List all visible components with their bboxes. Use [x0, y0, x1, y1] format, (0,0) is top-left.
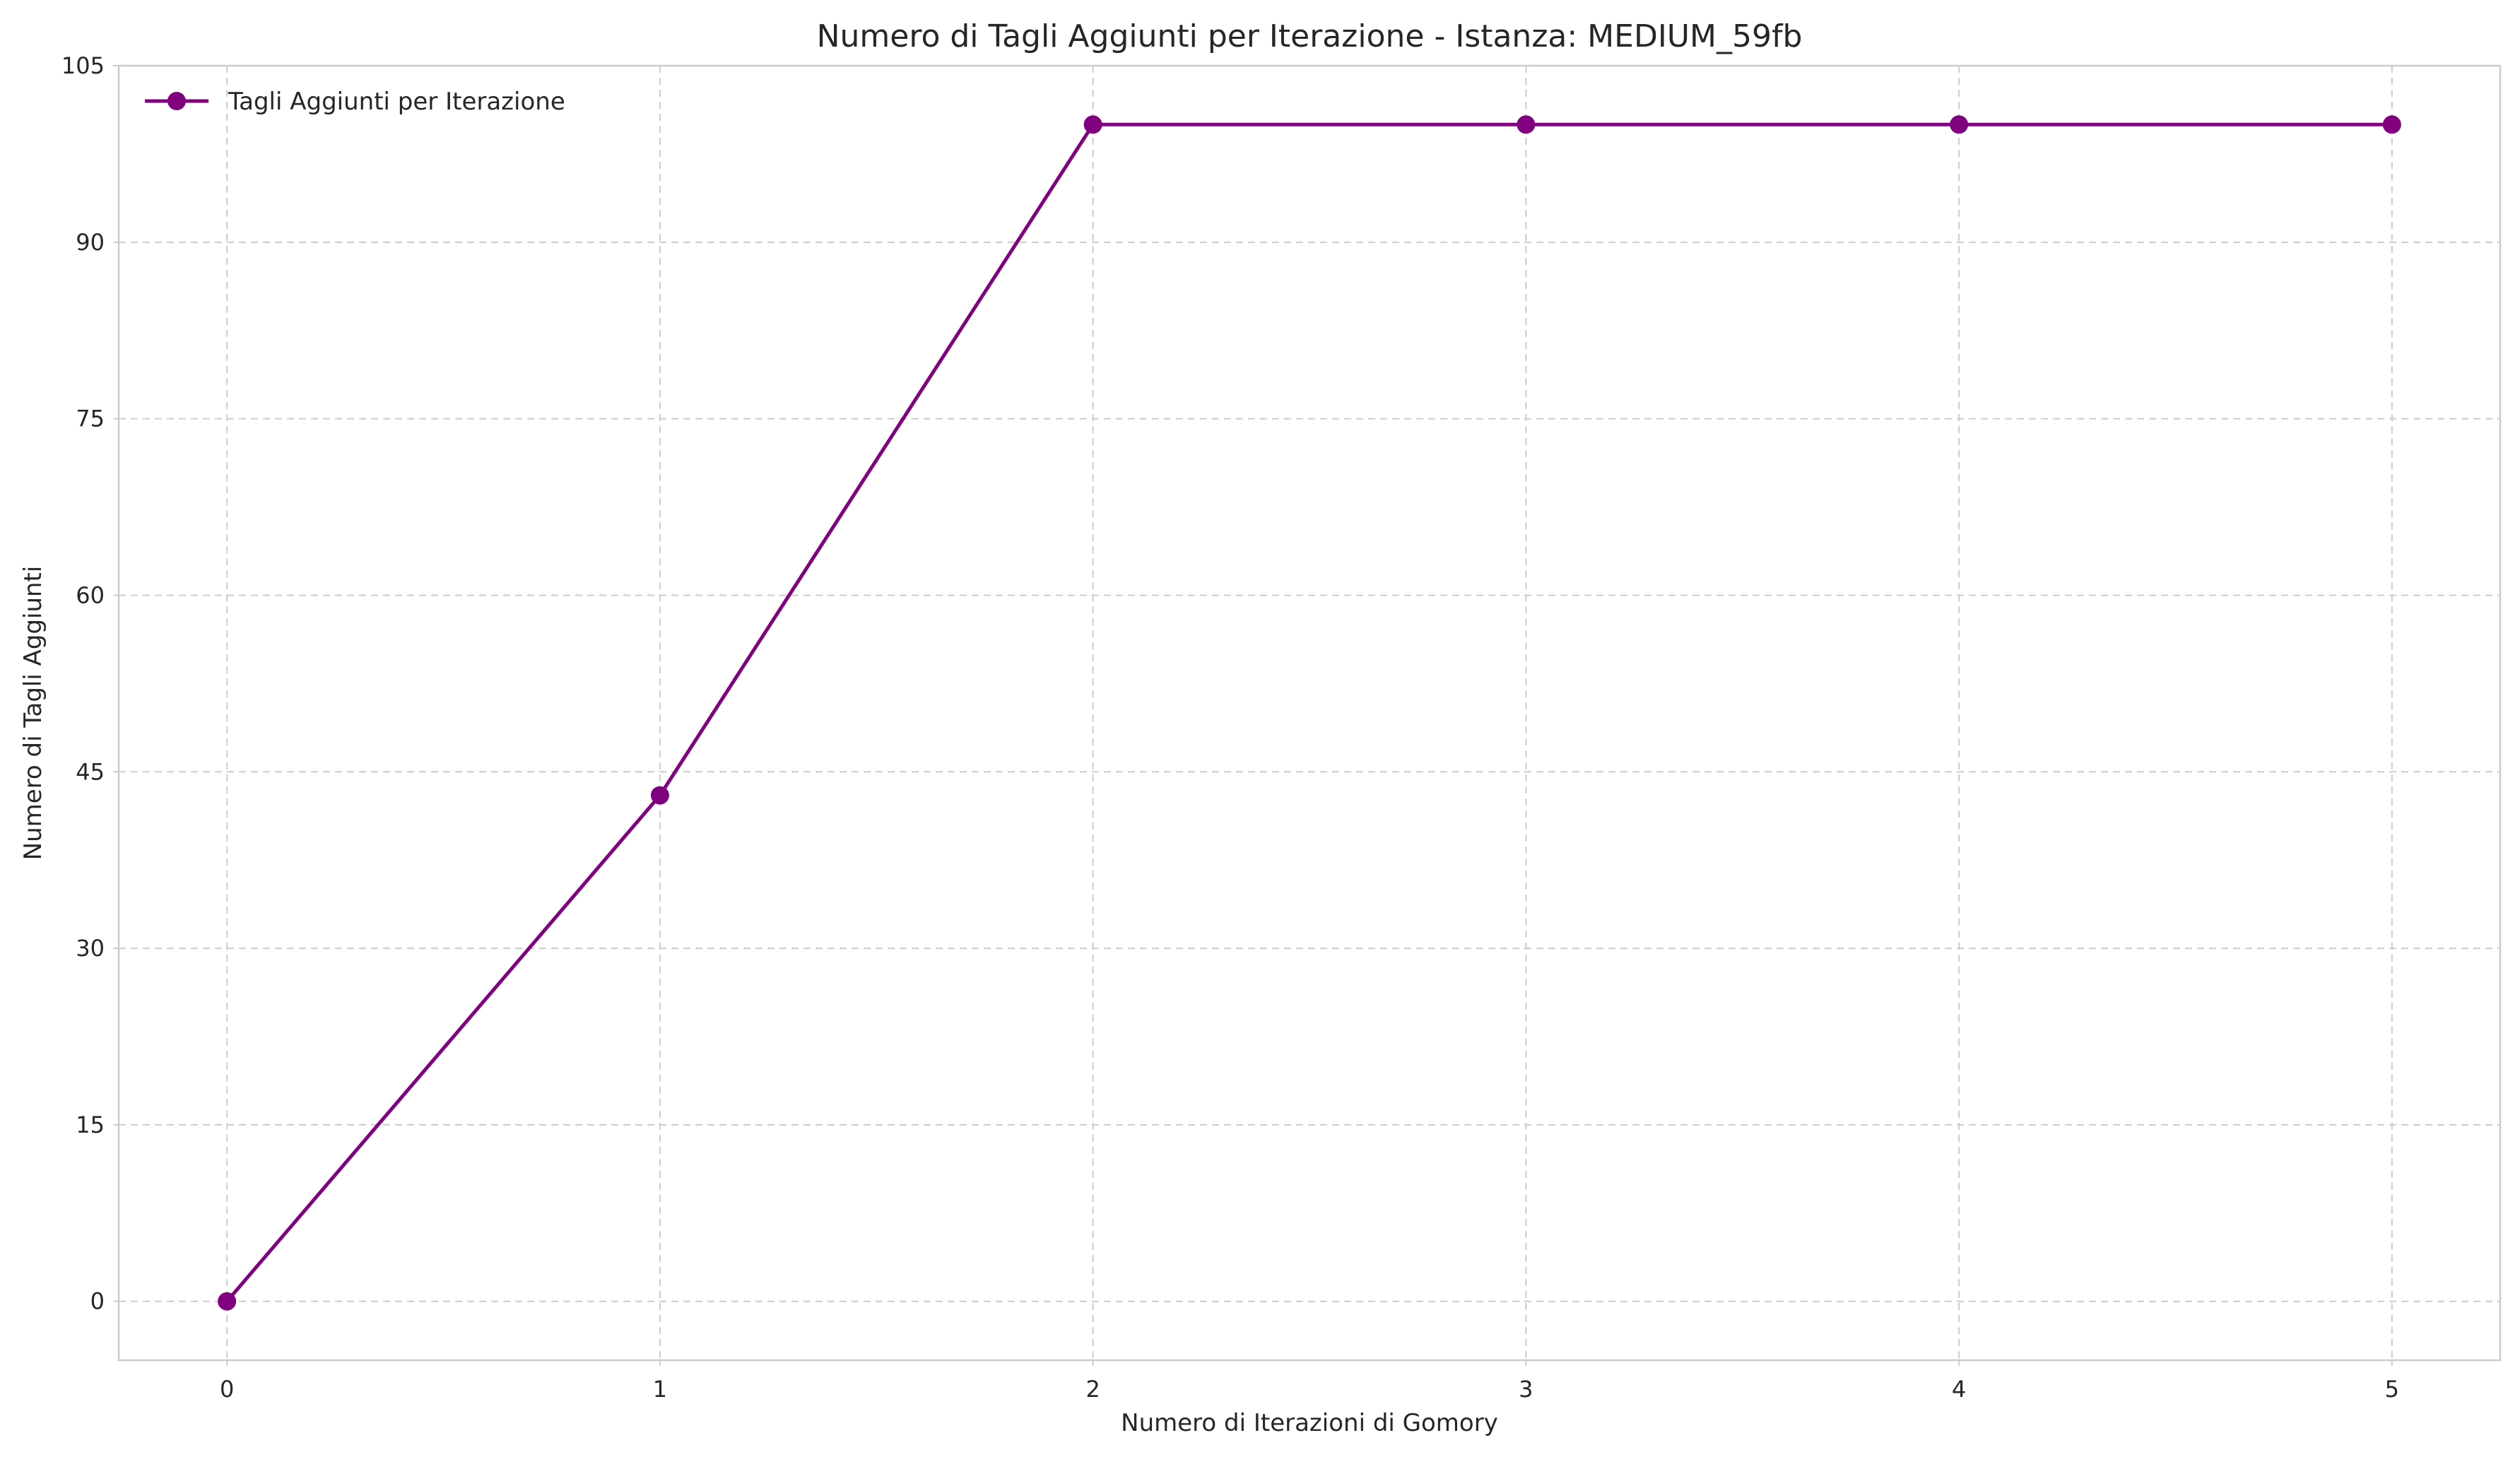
grid-layer [119, 66, 2500, 1360]
x-tick-label: 2 [1085, 1376, 1100, 1403]
series-line [225, 122, 2392, 1303]
plot-frame [117, 64, 2502, 1362]
series-layer [218, 115, 2401, 1311]
y-tick-label: 15 [76, 1111, 105, 1138]
data-point [1517, 115, 1536, 134]
data-point [2382, 115, 2401, 134]
x-tick-label: 3 [1519, 1376, 1533, 1403]
y-tick-label: 75 [76, 406, 105, 432]
y-tick-label: 45 [76, 758, 105, 785]
y-tick-label: 30 [76, 935, 105, 962]
x-axis-label: Numero di Iterazioni di Gomory [1121, 1409, 1498, 1437]
x-tick-label: 4 [1952, 1376, 1966, 1403]
y-tick-label: 0 [90, 1288, 105, 1315]
legend-marker-swatch [167, 92, 186, 110]
chart-title: Numero di Tagli Aggiunti per Iterazione … [817, 18, 1803, 54]
data-point [1083, 115, 1102, 134]
y-tick-label: 105 [61, 52, 105, 79]
x-tick-label: 1 [653, 1376, 667, 1403]
x-tick-label: 5 [2385, 1376, 2399, 1403]
legend-entry-label: Tagli Aggiunti per Iterazione [228, 88, 565, 116]
data-point [1950, 115, 1969, 134]
y-tick-label: 90 [76, 229, 105, 256]
y-tick-label: 60 [76, 582, 105, 608]
legend: Tagli Aggiunti per Iterazione [145, 88, 565, 116]
y-axis-label: Numero di Tagli Aggiunti [19, 566, 47, 861]
data-point [650, 786, 669, 805]
x-tick-label: 0 [220, 1376, 234, 1403]
data-point [218, 1292, 237, 1311]
